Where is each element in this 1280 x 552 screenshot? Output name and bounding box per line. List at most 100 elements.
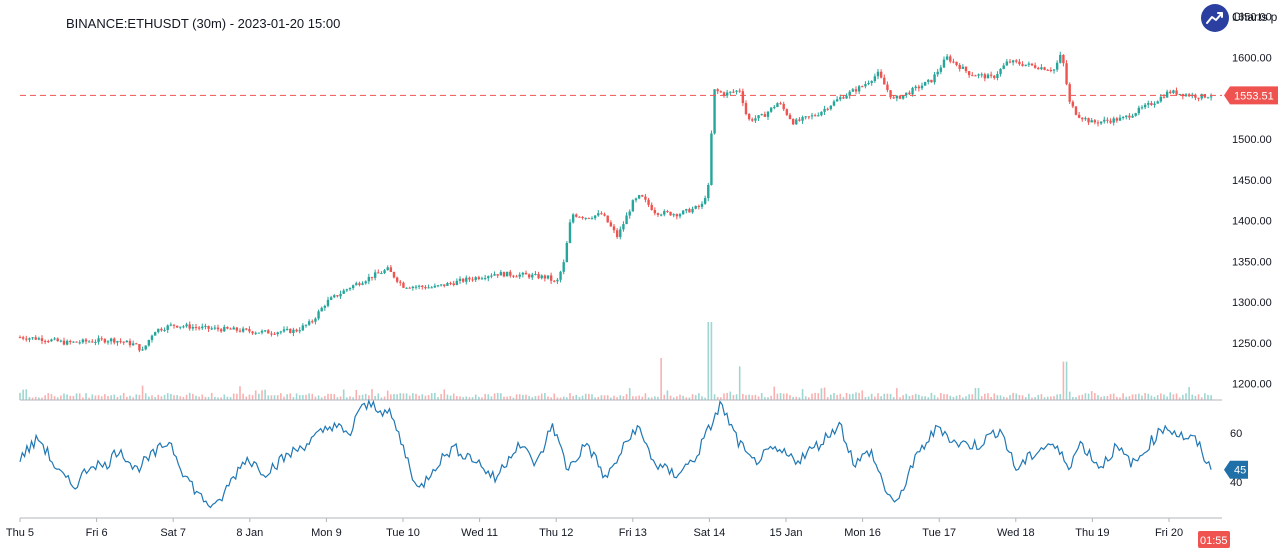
- volume-bar: [292, 397, 295, 400]
- candle: [581, 216, 584, 220]
- volume-bar: [1116, 396, 1118, 400]
- candle: [298, 327, 301, 334]
- candle: [56, 337, 59, 342]
- candle: [1197, 97, 1200, 102]
- candlestick-series: [18, 51, 1213, 353]
- candle: [1200, 93, 1203, 101]
- candle: [747, 113, 751, 121]
- volume-bar: [930, 392, 933, 400]
- candle: [1065, 60, 1068, 86]
- candle: [433, 283, 437, 289]
- volume-bar: [427, 395, 430, 400]
- volume-bar: [1028, 393, 1030, 400]
- candle: [1040, 64, 1043, 71]
- rsi-pane[interactable]: [19, 398, 1212, 509]
- candle: [1087, 117, 1090, 125]
- candle: [848, 90, 851, 99]
- candle: [188, 321, 191, 331]
- candle: [769, 107, 773, 113]
- candle: [628, 209, 631, 219]
- volume-bar: [811, 393, 813, 400]
- volume-bar: [691, 394, 694, 400]
- volume-bar: [1138, 393, 1140, 400]
- volume-bar: [1075, 397, 1077, 400]
- candle: [367, 273, 371, 285]
- candle: [408, 286, 411, 289]
- volume-bar: [355, 389, 358, 400]
- volume-bar: [559, 397, 562, 400]
- volume-bar: [148, 396, 150, 400]
- volume-bar: [676, 396, 678, 400]
- candle: [131, 340, 135, 346]
- volume-bar: [540, 393, 543, 400]
- candle: [989, 71, 993, 79]
- candle: [801, 115, 804, 124]
- candle: [751, 117, 754, 122]
- volume-bar: [261, 390, 263, 400]
- candle: [886, 81, 889, 93]
- candle: [663, 209, 666, 217]
- volume-bar: [1021, 395, 1024, 400]
- time-axis[interactable]: Thu 5 Fri 6 Sat 7 8 Jan Mon 9 Tue 10 Wed 11 Thu…: [6, 518, 1183, 539]
- candle: [656, 212, 660, 218]
- candle: [235, 326, 239, 333]
- candle: [971, 72, 974, 77]
- candle: [603, 212, 606, 217]
- candle: [725, 89, 729, 99]
- candle: [392, 271, 396, 279]
- price-tick-label: 1450.00: [1232, 175, 1272, 187]
- volume-bar: [289, 393, 292, 400]
- volume-bar: [852, 393, 854, 400]
- volume-bar: [408, 395, 411, 400]
- candle: [795, 118, 798, 125]
- volume-bar: [760, 393, 763, 400]
- candle: [109, 337, 113, 345]
- volume-bar: [808, 397, 810, 400]
- candle: [694, 205, 697, 210]
- candle: [1209, 93, 1213, 101]
- volume-bar: [308, 393, 310, 400]
- volume-bar: [135, 394, 138, 400]
- price-axis[interactable]: 1200.00 1250.00 1300.00 1350.00 1400.00 1450.…: [1232, 12, 1272, 391]
- candle: [813, 113, 817, 117]
- countdown-value: 01:55: [1200, 535, 1228, 547]
- candle: [292, 327, 295, 337]
- volume-bar: [434, 392, 436, 400]
- volume-bar: [342, 389, 345, 400]
- brand-label: Charts p: [1232, 10, 1278, 24]
- volume-bar: [710, 322, 713, 400]
- volume-bar: [984, 393, 986, 400]
- candle: [270, 331, 273, 337]
- volume-bar: [518, 394, 521, 400]
- candle: [735, 90, 738, 95]
- volume-bar: [635, 396, 637, 400]
- volume-bar: [283, 396, 285, 400]
- candle: [468, 276, 471, 282]
- candle: [744, 100, 748, 116]
- candle: [304, 324, 308, 328]
- candle: [251, 330, 254, 335]
- candle: [1131, 113, 1134, 118]
- time-tick-label: Fri 13: [619, 527, 647, 539]
- volume-bar: [908, 396, 911, 400]
- price-tick-label: 1650.00: [1232, 12, 1272, 24]
- volume-bar: [421, 394, 424, 400]
- time-tick-label: Tue 17: [922, 527, 956, 539]
- volume-bar: [742, 393, 744, 400]
- volume-bar: [1031, 397, 1033, 400]
- candle: [383, 268, 386, 275]
- volume-bar: [210, 392, 213, 400]
- rsi-axis[interactable]: 40 60: [1230, 428, 1242, 489]
- time-tick-label: Thu 12: [539, 527, 573, 539]
- volume-bar: [965, 396, 967, 400]
- volume-bar: [78, 393, 81, 400]
- candle: [373, 269, 377, 281]
- volume-bar: [320, 397, 323, 400]
- candle: [1074, 106, 1078, 116]
- volume-bar: [371, 389, 373, 400]
- brand-badge-button[interactable]: [1201, 4, 1229, 32]
- candle: [1175, 87, 1178, 96]
- candle: [804, 115, 807, 120]
- volume-bar: [405, 393, 408, 400]
- candle: [983, 72, 987, 82]
